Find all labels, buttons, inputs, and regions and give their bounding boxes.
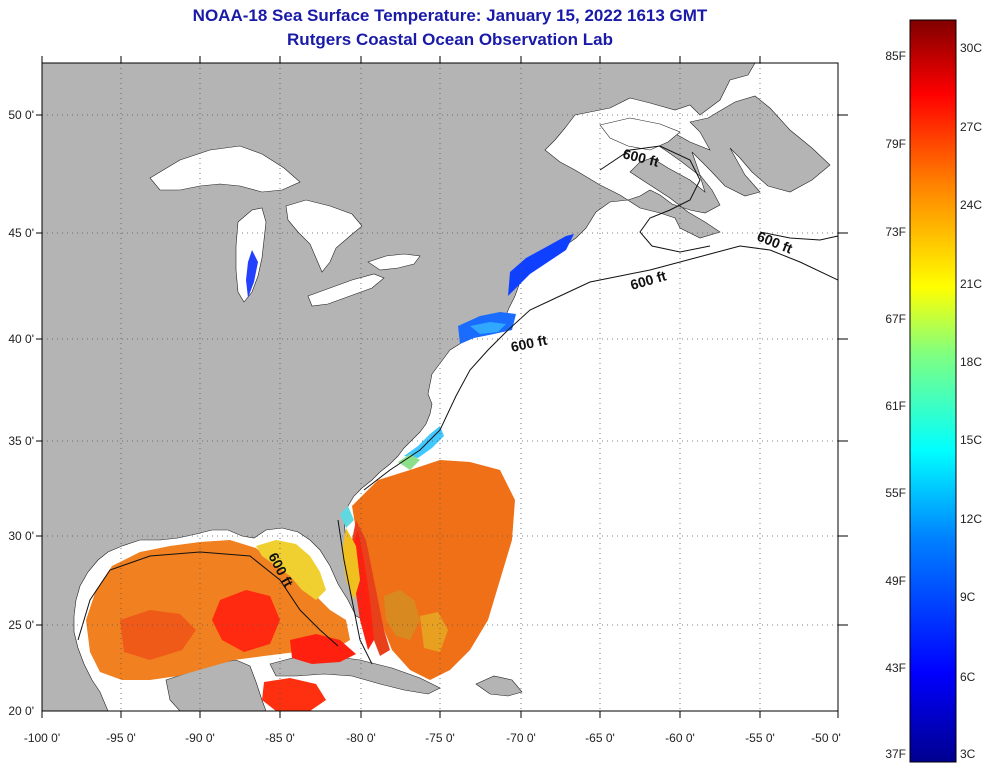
lon-label-75: -75 0' (425, 731, 455, 745)
colorbar-f-37: 37F (885, 747, 906, 761)
lon-label-70: -70 0' (506, 731, 536, 745)
lon-label-65: -65 0' (585, 731, 615, 745)
map-subtitle: Rutgers Coastal Ocean Observation Lab (287, 30, 613, 49)
lat-label-50: 50 0' (8, 108, 34, 122)
colorbar-c-12: 12C (960, 512, 982, 526)
colorbar-f-49: 49F (885, 574, 906, 588)
colorbar-c-3: 3C (960, 747, 976, 761)
lat-label-45: 45 0' (8, 226, 34, 240)
lon-label-80: -80 0' (346, 731, 376, 745)
frame-ticks (36, 56, 848, 718)
gulf-of-st-lawrence (599, 117, 681, 151)
lake-huron (285, 199, 363, 273)
lon-label-60: -60 0' (665, 731, 695, 745)
lon-label-90: -90 0' (185, 731, 215, 745)
colorbar-c-30: 30C (960, 41, 982, 55)
lake-ontario (367, 253, 421, 271)
colorbar-c-6: 6C (960, 670, 976, 684)
colorbar (909, 19, 957, 763)
lat-label-20: 20 0' (8, 704, 34, 718)
colorbar-f-43: 43F (885, 661, 906, 675)
contour-label-new-england: 600 ft (509, 332, 548, 355)
colorbar-f-79: 79F (885, 137, 906, 151)
colorbar-c-18: 18C (960, 355, 982, 369)
lat-label-35: 35 0' (8, 434, 34, 448)
lat-label-30: 30 0' (8, 529, 34, 543)
lake-erie (307, 273, 385, 307)
colorbar-c-27: 27C (960, 120, 982, 134)
colorbar-f-85: 85F (885, 49, 906, 63)
colorbar-c-15: 15C (960, 433, 982, 447)
colorbar-f-73: 73F (885, 225, 906, 239)
land-hispaniola (475, 675, 523, 697)
lon-label-55: -55 0' (745, 731, 775, 745)
map-title: NOAA-18 Sea Surface Temperature: January… (192, 6, 708, 25)
lake-superior (149, 145, 301, 193)
lon-label-50: -50 0' (811, 731, 841, 745)
lat-label-40: 40 0' (8, 332, 34, 346)
colorbar-f-55: 55F (885, 486, 906, 500)
graticule (42, 63, 838, 711)
colorbar-f-61: 61F (885, 399, 906, 413)
contour-600ft (77, 145, 838, 665)
colorbar-c-9: 9C (960, 590, 976, 604)
lon-label-100: -100 0' (24, 731, 60, 745)
lat-label-25: 25 0' (8, 618, 34, 632)
colorbar-f-67: 67F (885, 312, 906, 326)
colorbar-c-21: 21C (960, 277, 982, 291)
colorbar-c-24: 24C (960, 198, 982, 212)
lon-label-85: -85 0' (265, 731, 295, 745)
lon-label-95: -95 0' (106, 731, 136, 745)
